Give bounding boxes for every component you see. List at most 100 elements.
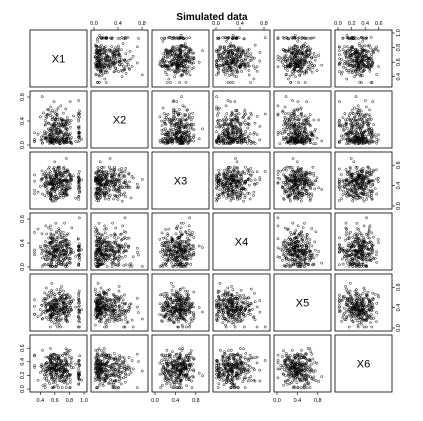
data-point <box>360 65 364 68</box>
data-point <box>173 70 176 74</box>
data-point <box>221 36 225 39</box>
data-point <box>93 66 97 69</box>
data-point <box>338 62 341 66</box>
data-point <box>54 126 58 130</box>
data-point <box>177 67 181 71</box>
data-point <box>215 73 218 77</box>
data-point <box>297 48 300 52</box>
data-point <box>59 124 63 128</box>
data-point <box>239 62 243 66</box>
data-point <box>65 136 69 139</box>
data-point <box>230 59 234 63</box>
data-point <box>106 55 110 59</box>
data-point <box>371 61 375 65</box>
data-point <box>226 67 229 71</box>
data-point <box>223 73 227 76</box>
data-point <box>170 53 174 57</box>
data-point <box>176 58 180 62</box>
data-point <box>308 68 312 72</box>
data-point <box>292 53 295 57</box>
data-point <box>38 115 42 119</box>
data-point <box>356 65 360 68</box>
data-point <box>230 68 234 72</box>
data-point <box>344 56 348 60</box>
panel-frame <box>212 151 271 210</box>
data-point <box>297 59 300 63</box>
data-point <box>291 37 294 40</box>
panel-x3-x3: X3 <box>151 151 210 210</box>
data-point <box>291 51 295 54</box>
data-point <box>97 47 101 50</box>
data-point <box>300 45 304 48</box>
data-point <box>45 113 49 116</box>
data-point <box>137 37 140 40</box>
data-point <box>65 116 69 120</box>
data-point <box>301 43 305 47</box>
data-point <box>43 130 46 134</box>
data-point <box>301 52 304 56</box>
data-point <box>102 47 106 51</box>
data-point <box>108 62 111 66</box>
panel-x3-x6 <box>334 151 393 210</box>
data-point <box>258 51 262 54</box>
data-point <box>235 67 239 71</box>
data-point <box>355 72 359 75</box>
data-point <box>166 112 170 116</box>
data-point <box>164 66 168 70</box>
chart-title: Simulated data <box>176 12 248 23</box>
data-point <box>296 37 300 40</box>
data-point <box>98 34 102 37</box>
data-point <box>188 36 191 40</box>
data-point <box>310 62 314 66</box>
data-point <box>114 69 118 72</box>
data-point <box>297 64 301 68</box>
data-point <box>166 65 170 69</box>
data-point <box>227 53 231 57</box>
data-point <box>317 53 320 57</box>
data-point <box>310 64 314 67</box>
data-point <box>338 49 341 53</box>
data-point <box>287 49 291 53</box>
data-point <box>365 55 368 59</box>
data-point <box>43 123 47 127</box>
data-point <box>107 64 111 68</box>
data-point <box>50 133 54 136</box>
data-point <box>166 51 170 54</box>
data-point <box>51 129 54 132</box>
data-point <box>49 128 53 132</box>
data-point <box>338 45 341 49</box>
data-point <box>285 50 288 54</box>
data-point <box>52 122 56 125</box>
data-point <box>78 115 81 119</box>
data-point <box>284 59 288 63</box>
data-point <box>97 68 101 72</box>
data-point <box>289 81 292 84</box>
data-point <box>224 52 227 56</box>
data-point <box>45 116 48 120</box>
data-point <box>117 52 121 56</box>
data-point <box>94 52 98 55</box>
data-point <box>58 129 62 133</box>
data-point <box>290 61 294 64</box>
data-point <box>310 56 314 60</box>
data-point <box>228 45 232 49</box>
data-point <box>357 69 361 73</box>
panel-x4-x1 <box>29 212 88 271</box>
data-point <box>105 71 109 74</box>
data-point <box>234 61 237 64</box>
data-point <box>362 69 366 73</box>
data-point <box>354 60 358 64</box>
data-point <box>314 55 318 59</box>
data-point <box>288 55 292 59</box>
data-point <box>244 54 247 58</box>
data-point <box>359 57 363 61</box>
data-point <box>76 140 80 144</box>
data-point <box>303 81 307 84</box>
data-point <box>240 70 243 73</box>
data-point <box>130 65 134 68</box>
data-point <box>80 137 83 141</box>
data-point <box>216 67 220 71</box>
data-point <box>100 74 104 77</box>
data-point <box>347 63 351 66</box>
data-point <box>172 62 176 66</box>
